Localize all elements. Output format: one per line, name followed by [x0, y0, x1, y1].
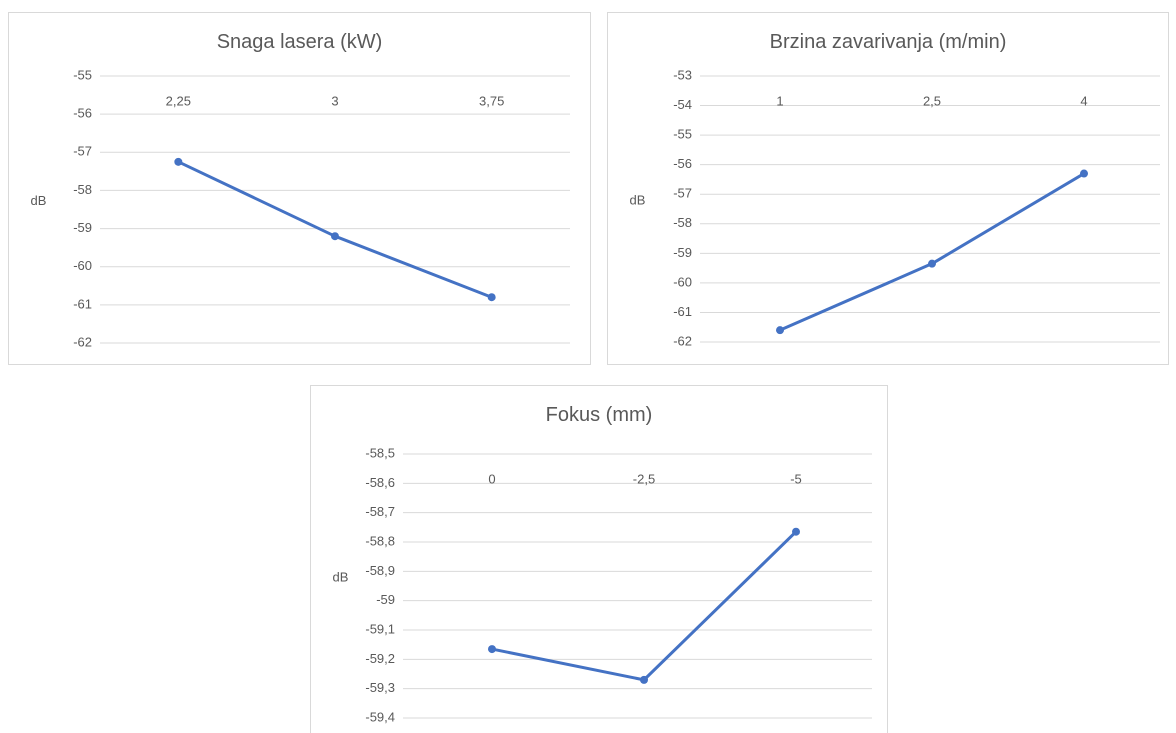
y-tick-label: -59,1 — [365, 621, 395, 636]
y-tick-label: -54 — [673, 97, 692, 112]
data-point — [488, 645, 496, 654]
y-tick-label: -62 — [673, 333, 692, 348]
chart-title: Fokus (mm) — [546, 404, 653, 426]
y-tick-label: -61 — [73, 296, 92, 311]
y-tick-label: -53 — [673, 67, 692, 82]
y-tick-label: -58,7 — [365, 504, 395, 519]
data-point — [928, 259, 936, 268]
data-point — [331, 232, 339, 241]
x-tick-label: 0 — [488, 471, 495, 486]
y-tick-label: -58 — [673, 215, 692, 230]
y-tick-label: -59 — [376, 592, 395, 607]
data-point — [174, 157, 183, 166]
y-tick-label: -58,5 — [365, 445, 395, 460]
x-tick-label: 4 — [1080, 93, 1087, 108]
y-tick-label: -59,2 — [365, 651, 395, 666]
x-tick-label: -5 — [790, 471, 802, 486]
y-tick-label: -57 — [73, 144, 92, 159]
chart-title: Brzina zavarivanja (m/min) — [770, 31, 1007, 53]
x-tick-label: 2,5 — [923, 93, 941, 108]
y-tick-label: -58,6 — [365, 475, 395, 490]
y-tick-label: -56 — [73, 106, 92, 121]
y-tick-label: -60 — [673, 274, 692, 289]
x-tick-label: 2,25 — [166, 93, 191, 108]
data-point — [640, 675, 648, 684]
y-tick-label: -59 — [73, 220, 92, 235]
y-tick-label: -60 — [73, 258, 92, 273]
data-point — [1080, 169, 1088, 178]
x-tick-label: 3 — [331, 93, 338, 108]
y-tick-label: -58 — [73, 182, 92, 197]
y-tick-label: -58,9 — [365, 563, 395, 578]
y-axis-label: dB — [31, 193, 47, 208]
chart-frame — [607, 12, 1169, 365]
y-axis-label: dB — [333, 569, 349, 584]
chart-frame — [310, 385, 888, 733]
y-tick-label: -59 — [673, 245, 692, 260]
y-tick-label: -58,8 — [365, 533, 395, 548]
y-tick-label: -56 — [673, 156, 692, 171]
y-tick-label: -55 — [673, 127, 692, 142]
y-tick-label: -59,4 — [365, 709, 395, 724]
chart-frame — [8, 12, 591, 365]
y-tick-label: -59,3 — [365, 680, 395, 695]
x-tick-label: -2,5 — [633, 471, 655, 486]
y-tick-label: -61 — [673, 304, 692, 319]
x-tick-label: 1 — [776, 93, 783, 108]
x-tick-label: 3,75 — [479, 93, 504, 108]
data-point — [487, 293, 496, 302]
y-tick-label: -55 — [73, 67, 92, 82]
data-point — [776, 326, 784, 335]
y-tick-label: -62 — [73, 334, 92, 349]
chart-title: Snaga lasera (kW) — [217, 31, 383, 53]
y-tick-label: -57 — [673, 186, 692, 201]
y-axis-label: dB — [630, 192, 646, 207]
data-point — [792, 527, 800, 536]
